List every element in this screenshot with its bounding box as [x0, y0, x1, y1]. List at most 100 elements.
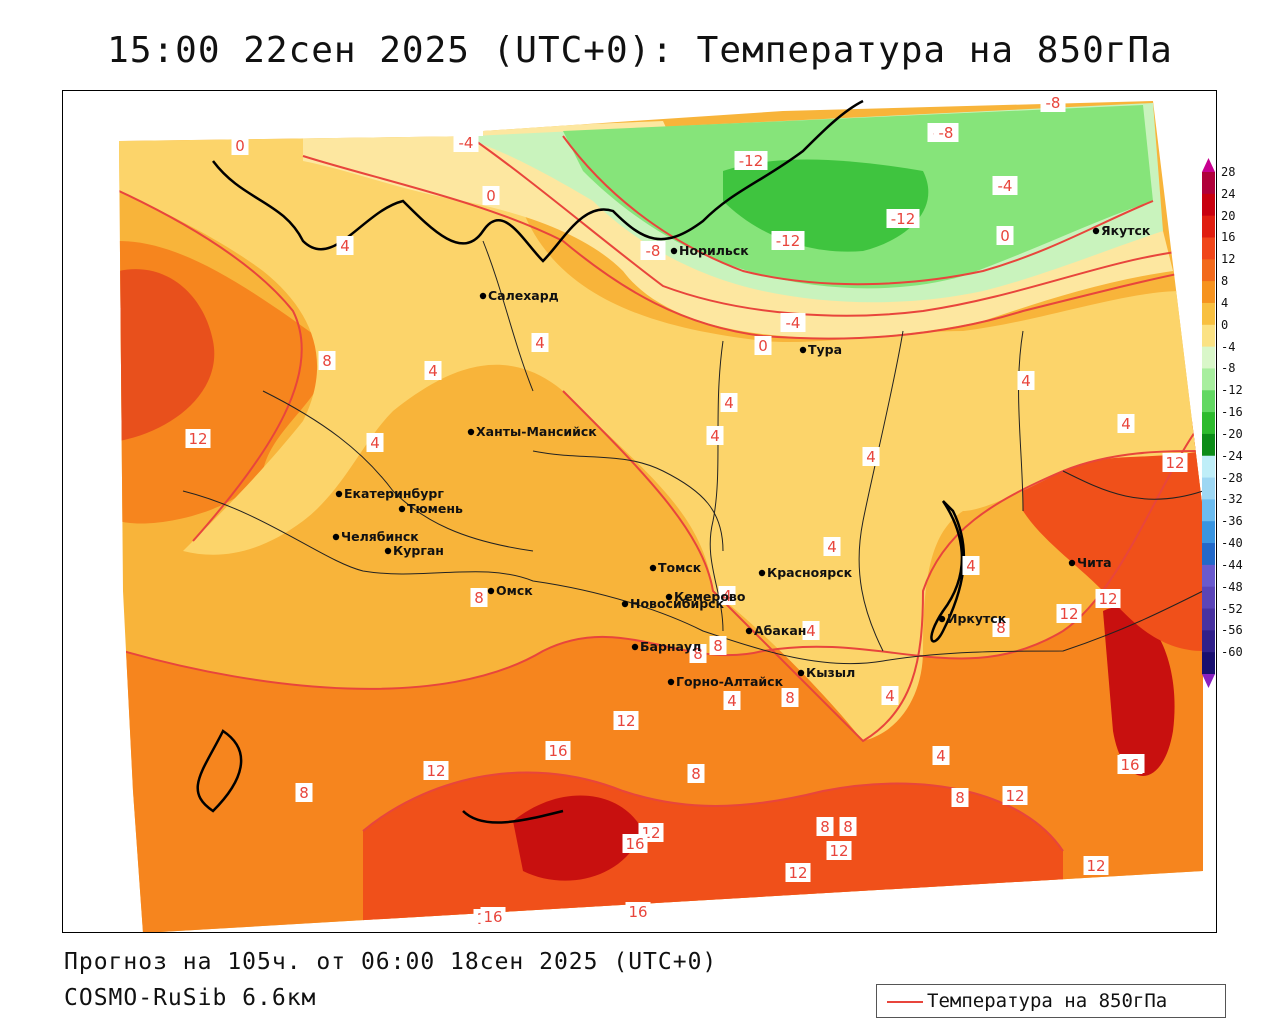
- svg-text:-4: -4: [998, 177, 1013, 195]
- isotherm-label: 16: [1117, 755, 1143, 774]
- colorbar-swatch: [1202, 237, 1215, 260]
- colorbar-tick-label: -8: [1221, 361, 1236, 376]
- svg-text:Тура: Тура: [808, 342, 842, 357]
- svg-text:12: 12: [1086, 857, 1105, 875]
- forecast-info: Прогноз на 105ч. от 06:00 18сен 2025 (UT…: [64, 949, 718, 975]
- isotherm-label: 4: [366, 433, 384, 452]
- colorbar-tick-label: -36: [1221, 514, 1243, 529]
- isotherm-label: 4: [706, 426, 724, 445]
- svg-text:Челябинск: Челябинск: [341, 529, 419, 544]
- svg-text:Ханты-Мансийск: Ханты-Мансийск: [476, 424, 597, 439]
- colorbar-tick-label: -12: [1221, 383, 1243, 398]
- temperature-map: -12-12-12-8-8-8-8-4-4-400004444444444444…: [63, 91, 1216, 932]
- zone-16-west: [119, 269, 215, 441]
- isotherm-label: 12: [185, 429, 211, 448]
- colorbar-swatch: [1202, 521, 1215, 544]
- colorbar-swatch: [1202, 586, 1215, 610]
- colorbar-tick-label: -16: [1221, 405, 1243, 420]
- svg-text:Норильск: Норильск: [679, 243, 749, 258]
- svg-text:8: 8: [693, 645, 703, 663]
- isotherm-label: 4: [1017, 371, 1035, 390]
- isotherm-label: 4: [823, 537, 841, 556]
- svg-text:4: 4: [722, 587, 732, 605]
- isotherm-label: 8: [992, 618, 1010, 637]
- colorbar-swatch: [1202, 455, 1215, 479]
- svg-text:Красноярск: Красноярск: [767, 565, 853, 580]
- isotherm-label: 4: [881, 686, 899, 705]
- isotherm-label: 8: [951, 788, 969, 807]
- svg-text:Абакан: Абакан: [754, 623, 806, 638]
- city-marker: Абакан: [745, 623, 806, 638]
- city-marker: Омск: [487, 583, 533, 598]
- colorbar-tick-label: -56: [1221, 623, 1243, 638]
- svg-text:-4: -4: [459, 134, 474, 152]
- svg-text:8: 8: [996, 619, 1006, 637]
- isotherm-label: 8: [781, 688, 799, 707]
- svg-text:4: 4: [866, 448, 876, 466]
- city-marker: Якутск: [1092, 223, 1151, 238]
- isotherm-label: 16: [625, 902, 651, 921]
- isotherm-label: 8: [689, 644, 707, 663]
- city-marker: Тура: [799, 342, 842, 357]
- svg-text:8: 8: [322, 352, 332, 370]
- isotherm-label: -8: [933, 123, 959, 142]
- svg-text:Салехард: Салехард: [488, 288, 559, 303]
- isotherm-label: -8: [1040, 93, 1066, 112]
- city-marker: Иркутск: [938, 611, 1007, 626]
- colorbar-tick-label: 24: [1221, 186, 1236, 201]
- colorbar-swatch: [1202, 652, 1215, 675]
- isotherm-label: -4: [780, 313, 806, 332]
- isotherm-label: 4: [531, 333, 549, 352]
- svg-text:12: 12: [1059, 605, 1078, 623]
- svg-text:8: 8: [299, 784, 309, 802]
- isotherm-minus8: [562, 135, 1154, 286]
- map-title: 15:00 22сен 2025 (UTC+0): Температура на…: [107, 30, 1173, 71]
- svg-text:Тюмень: Тюмень: [407, 501, 463, 516]
- svg-text:12: 12: [1098, 590, 1117, 608]
- colorbar-swatch: [1202, 259, 1215, 282]
- svg-text:12: 12: [616, 712, 635, 730]
- isotherm-label: -4: [992, 176, 1018, 195]
- isotherm-label: 12: [613, 711, 639, 730]
- svg-text:4: 4: [966, 557, 976, 575]
- colorbar-tick-label: 16: [1221, 230, 1236, 245]
- isotherm-label: 8: [318, 351, 336, 370]
- svg-text:12: 12: [426, 762, 445, 780]
- isotherm-label: 16: [545, 741, 571, 760]
- isotherm-label: 8: [839, 817, 857, 836]
- city-marker: Екатеринбург: [335, 486, 444, 501]
- colorbar-tick-label: 8: [1221, 274, 1229, 289]
- svg-text:8: 8: [785, 689, 795, 707]
- colorbar-tick-label: -28: [1221, 470, 1243, 485]
- svg-text:4: 4: [727, 692, 737, 710]
- svg-text:Курган: Курган: [393, 543, 444, 558]
- zone-20-east: [1103, 607, 1175, 776]
- svg-text:-8: -8: [939, 124, 954, 142]
- isotherm-label: 12: [1095, 589, 1121, 608]
- svg-text:8: 8: [955, 789, 965, 807]
- isotherm-label: 0: [754, 336, 772, 355]
- colorbar-tick-label: 0: [1221, 317, 1229, 332]
- svg-text:-8: -8: [1046, 94, 1061, 112]
- city-marker: Томск: [649, 560, 702, 575]
- isotherm-label: 4: [1117, 414, 1135, 433]
- city-marker: Кемерово: [665, 589, 746, 604]
- legend: Температура на 850гПа: [876, 984, 1226, 1018]
- svg-text:-12: -12: [776, 232, 801, 250]
- colorbar-tick-label: -40: [1221, 536, 1243, 551]
- colorbar-tick-label: 4: [1221, 295, 1229, 310]
- isotherm-label: 4: [718, 586, 736, 605]
- isotherm-label: 8: [470, 588, 488, 607]
- svg-text:12: 12: [1165, 454, 1184, 472]
- isotherm-label: -4: [453, 133, 479, 152]
- colorbar-tick-label: 20: [1221, 208, 1236, 223]
- city-marker: Кызыл: [797, 665, 855, 680]
- svg-text:16: 16: [1120, 756, 1139, 774]
- svg-text:4: 4: [428, 362, 438, 380]
- colorbar-tick-label: -20: [1221, 426, 1243, 441]
- city-marker: Чита: [1068, 555, 1112, 570]
- svg-text:4: 4: [1021, 372, 1031, 390]
- colorbar-bottom-arrow: [1202, 674, 1215, 688]
- svg-text:12: 12: [788, 864, 807, 882]
- isotherm-label: 4: [424, 361, 442, 380]
